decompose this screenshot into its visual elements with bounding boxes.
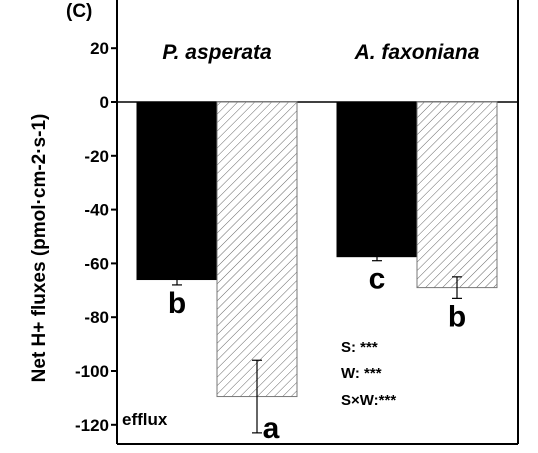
y-tick-label: -40 bbox=[84, 201, 109, 220]
stat-line: W: *** bbox=[341, 365, 382, 382]
y-tick-label: -60 bbox=[84, 254, 109, 273]
stat-line: S: *** bbox=[341, 339, 378, 356]
stat-line: S×W:*** bbox=[341, 392, 396, 409]
y-tick-label: -100 bbox=[75, 362, 109, 381]
group-label: A. faxoniana bbox=[354, 41, 480, 64]
y-axis-label: Net H+ fluxes (pmol·cm-2·s-1) bbox=[29, 114, 50, 383]
y-tick-label: 0 bbox=[100, 93, 109, 112]
efflux-label: efflux bbox=[122, 410, 168, 429]
panel-label: (C) bbox=[66, 1, 92, 22]
bar bbox=[136, 101, 218, 281]
y-tick-label: -20 bbox=[84, 147, 109, 166]
bar bbox=[216, 101, 298, 398]
significance-letter: b bbox=[168, 287, 186, 320]
labels: P. asperata b a A. faxoniana c b efflux S: *** W… bbox=[122, 41, 480, 445]
bar bbox=[336, 101, 418, 258]
significance-letter: a bbox=[263, 412, 280, 445]
y-tick-label: -120 bbox=[75, 416, 109, 435]
significance-letter: c bbox=[369, 263, 386, 296]
y-ticks: 20 0 -20 -40 -60 -80 -100 -120 bbox=[75, 39, 117, 435]
bars bbox=[136, 101, 498, 434]
y-tick-label: 20 bbox=[90, 39, 109, 58]
group-label: P. asperata bbox=[162, 41, 272, 64]
bar bbox=[416, 101, 498, 289]
significance-letter: b bbox=[448, 300, 466, 333]
y-tick-label: -80 bbox=[84, 308, 109, 327]
